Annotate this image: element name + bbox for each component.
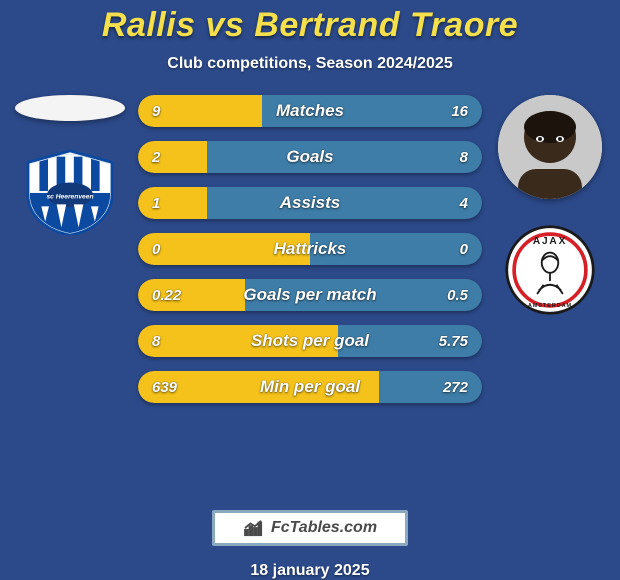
stat-row: 639272Min per goal [138,371,482,403]
stat-row: 00Hattricks [138,233,482,265]
svg-text:sc Heerenveen: sc Heerenveen [46,194,93,201]
stat-label: Min per goal [138,371,482,403]
stat-label: Goals [138,141,482,173]
stat-row: 0.220.5Goals per match [138,279,482,311]
club-badge-left: sc Heerenveen [22,149,118,235]
stat-bars: 916Matches 28Goals 14Assists 00Hattricks 0.2… [130,95,490,403]
page-title: Rallis vs Bertrand Traore [102,6,518,45]
stat-label: Hattricks [138,233,482,265]
stat-row: 85.75Shots per goal [138,325,482,357]
club-badge-right: AJAX AMSTERDAM [502,227,598,313]
right-side: AJAX AMSTERDAM [490,95,610,313]
heerenveen-logo-icon: sc Heerenveen [22,149,118,235]
stat-label: Goals per match [138,279,482,311]
stat-label: Shots per goal [138,325,482,357]
player-silhouette-icon [498,95,602,199]
player-avatar-left [15,95,125,121]
main-row: sc Heerenveen 916Matches 28Goals 14Assists… [0,95,620,496]
svg-text:AMSTERDAM: AMSTERDAM [528,303,572,309]
stat-row: 916Matches [138,95,482,127]
left-side: sc Heerenveen [10,95,130,235]
brand-chart-icon [243,519,265,537]
stat-label: Matches [138,95,482,127]
brand-text: FcTables.com [271,519,377,537]
svg-text:AJAX: AJAX [533,236,567,247]
footer-date: 18 january 2025 [250,562,369,580]
stat-row: 14Assists [138,187,482,219]
brand-badge: FcTables.com [212,510,408,546]
ajax-logo-icon: AJAX AMSTERDAM [504,224,596,316]
stat-row: 28Goals [138,141,482,173]
comparison-card: Rallis vs Bertrand Traore Club competiti… [0,0,620,580]
subtitle: Club competitions, Season 2024/2025 [167,55,452,73]
stat-label: Assists [138,187,482,219]
player-avatar-right [498,95,602,199]
